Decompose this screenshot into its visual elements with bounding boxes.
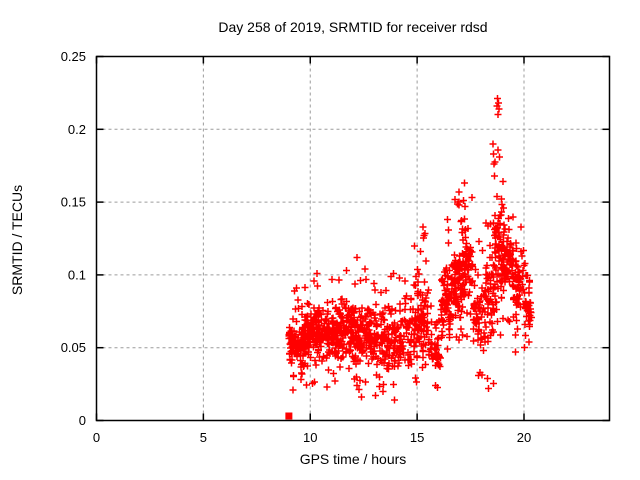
x-tick-label: 10 [303, 430, 317, 445]
y-tick-label: 0 [79, 413, 86, 428]
y-tick-label: 0.05 [61, 340, 86, 355]
data-points [285, 95, 535, 420]
x-tick-label: 5 [200, 430, 207, 445]
y-tick-label: 0.25 [61, 49, 86, 64]
y-tick-label: 0.1 [68, 267, 86, 282]
tick-labels: 0 5 10 15 20 0 0.05 0.1 0.15 0.2 0.25 [61, 49, 532, 445]
scatter-markers [285, 95, 535, 404]
x-tick-label: 15 [410, 430, 424, 445]
x-axis-label: GPS time / hours [300, 451, 407, 467]
y-tick-label: 0.15 [61, 195, 86, 210]
chart-title: Day 258 of 2019, SRMTID for receiver rds… [218, 19, 487, 35]
y-tick-label: 0.2 [68, 122, 86, 137]
x-tick-label: 20 [517, 430, 531, 445]
plot-border [95, 55, 611, 422]
zero-square-marker [285, 412, 293, 420]
x-tick-label: 0 [93, 430, 100, 445]
y-axis-label: SRMTID / TECUs [9, 185, 25, 295]
